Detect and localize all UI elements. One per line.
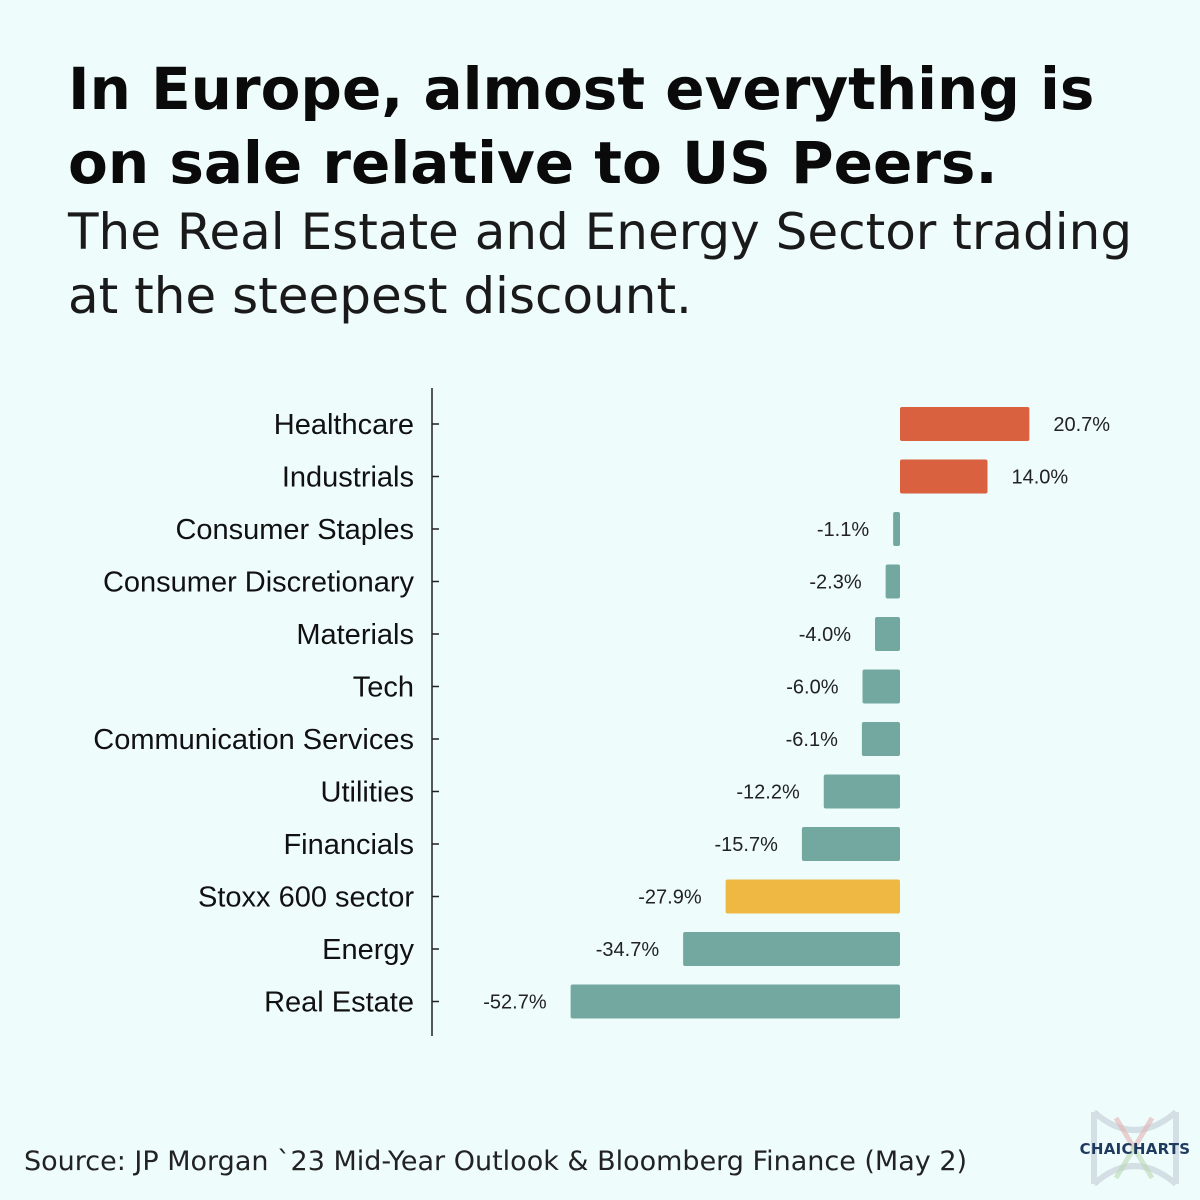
bar <box>801 827 900 861</box>
chart-subtitle: The Real Estate and Energy Sector tradin… <box>68 203 1133 325</box>
bar <box>875 617 900 651</box>
bar <box>893 512 900 546</box>
data-label: -6.0% <box>786 677 838 699</box>
data-label: -4.0% <box>799 624 851 646</box>
data-label: 20.7% <box>1053 414 1110 436</box>
bar <box>900 407 1030 441</box>
bar <box>862 669 900 704</box>
category-label: Utilities <box>321 777 414 809</box>
bar <box>725 879 900 914</box>
source-note: Source: JP Morgan `23 Mid-Year Outlook &… <box>24 1146 968 1177</box>
category-label: Materials <box>296 619 414 651</box>
data-label: -6.1% <box>786 729 838 751</box>
category-label: Energy <box>322 934 414 966</box>
category-label: Industrials <box>282 462 414 494</box>
category-label: Healthcare <box>274 409 414 441</box>
sector-valuation-bar-chart: Healthcare 20.7% Industrials 14.0% Consumer … <box>93 388 1110 1036</box>
bar <box>861 722 900 756</box>
category-label: Stoxx 600 sector <box>198 882 414 914</box>
logo-text: CHAICHARTS <box>1079 1140 1191 1158</box>
logo-mark-icon <box>1091 1109 1179 1187</box>
bar <box>823 774 900 809</box>
chart-title: In Europe, almost everything is on sale … <box>68 55 1095 197</box>
category-label: Consumer Discretionary <box>103 567 415 599</box>
category-label: Tech <box>353 672 414 704</box>
data-label: -2.3% <box>809 572 861 594</box>
data-label: -15.7% <box>715 834 779 856</box>
category-label: Real Estate <box>264 987 414 1019</box>
data-label: -12.2% <box>736 782 800 804</box>
chaicharts-logo: CHAICHARTS <box>1076 1108 1194 1188</box>
data-label: -34.7% <box>596 939 660 961</box>
bar <box>900 459 988 494</box>
bar <box>885 564 900 599</box>
data-label: -1.1% <box>817 519 869 541</box>
data-label: -27.9% <box>638 887 702 909</box>
bar <box>683 932 900 966</box>
category-label: Consumer Staples <box>175 514 414 546</box>
category-label: Financials <box>283 829 414 861</box>
category-label: Communication Services <box>93 724 414 756</box>
data-label: 14.0% <box>1012 467 1069 489</box>
bar <box>570 984 900 1019</box>
data-label: -52.7% <box>483 992 547 1014</box>
